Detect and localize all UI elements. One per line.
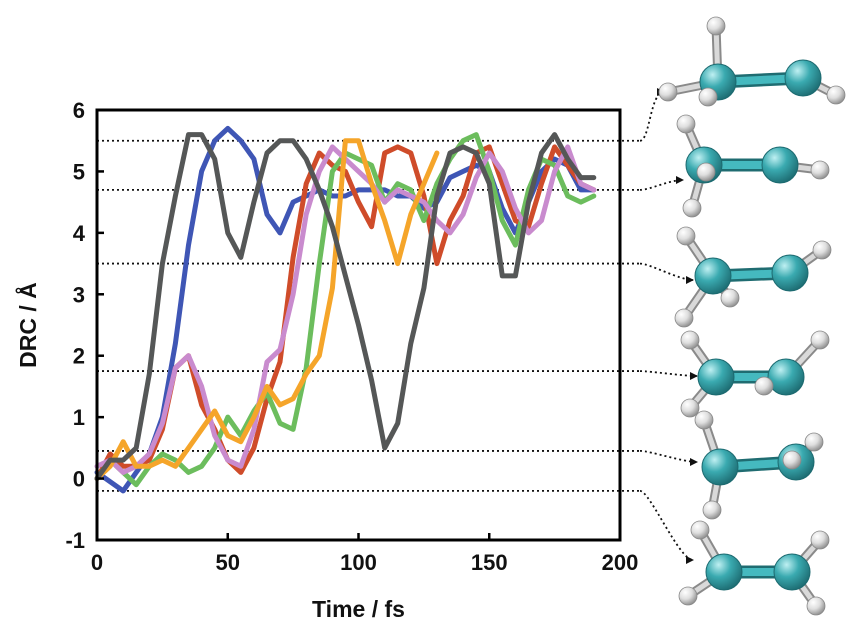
hydrogen-atom [694,410,714,430]
hydrogen-atom [680,398,700,418]
hydrogen-atom [806,596,826,616]
y-tick-label: 0 [73,467,85,492]
hydrogen-atom [674,308,694,328]
y-axis-title: DRC / Å [14,282,41,368]
hydrogen-atom [810,530,830,550]
x-tick-label: 100 [340,550,377,575]
y-tick-label: 1 [73,405,85,430]
hydrogen-atom [754,376,774,396]
series-line-5 [94,138,440,482]
y-tick-label: 5 [73,159,85,184]
annotation-arrows [639,88,698,564]
hydrogen-atom [658,82,678,102]
hydrogen-atom [690,520,710,540]
carbon-atom [767,358,805,396]
hydrogen-atom [676,226,696,246]
hydrogen-atom [680,330,700,350]
x-axis-title: Time / fs [312,596,405,622]
hydrogen-atom [696,162,716,182]
annotation-arrow [639,176,684,191]
hydrogen-atom [826,85,846,105]
hydrogen-atom [720,288,740,308]
hydrogen-atom [782,450,802,470]
carbon-atom [771,254,809,292]
carbon-atom [701,448,739,486]
x-tick-label: 50 [216,550,240,575]
carbon-atom [761,146,799,184]
hydrogen-atom [678,586,698,606]
x-axis-ticks: 0 50 100 150 200 [91,533,638,575]
y-tick-label: -1 [65,528,85,553]
molecule-structure-1 [658,16,846,107]
carbon-atom [694,257,732,295]
molecule-structure-3 [674,226,832,328]
x-tick-label: 150 [471,550,508,575]
y-tick-label: 6 [73,98,85,123]
hydrogen-atom [812,240,832,260]
series-line-3 [94,132,597,488]
carbon-atom [773,553,811,591]
x-tick-label: 0 [91,550,103,575]
y-tick-label: 4 [73,221,86,246]
series-line-1 [94,125,597,494]
hydrogen-atom [810,160,830,180]
molecule-structure-2 [676,114,830,218]
annotation-arrow [639,450,698,466]
molecule-structure-6 [678,520,830,616]
annotation-arrow [639,262,694,284]
molecule-structure-5 [694,410,824,520]
series-line-6 [94,132,597,482]
hydrogen-atom [676,114,696,134]
carbon-atom [705,553,743,591]
annotation-arrow [639,370,698,380]
annotation-arrow [639,88,665,142]
molecule-structures [658,16,846,616]
hydrogen-atom [702,500,722,520]
molecule-structure-4 [680,330,830,418]
carbon-atom [784,59,822,97]
annotation-arrow [639,490,694,564]
hydrogen-atom [698,87,718,107]
x-tick-label: 200 [602,550,639,575]
y-axis-ticks: -1 0 1 2 3 4 5 6 [65,98,104,553]
series-group [94,125,597,494]
y-tick-label: 3 [73,282,85,307]
y-tick-label: 2 [73,344,85,369]
carbon-atom [697,358,735,396]
hydrogen-atom [706,16,726,36]
hydrogen-atom [682,198,702,218]
hydrogen-atom [804,432,824,452]
hydrogen-atom [810,330,830,350]
